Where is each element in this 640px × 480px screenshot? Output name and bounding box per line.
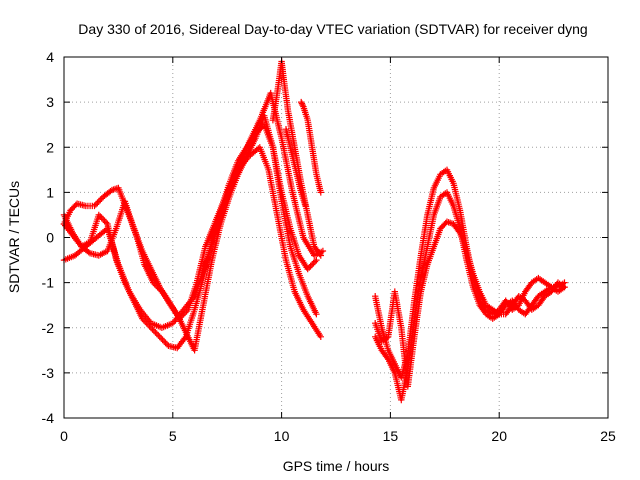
- series-spike-2: [298, 98, 324, 196]
- grid: [64, 57, 608, 418]
- y-tick-label: -2: [42, 320, 55, 336]
- y-tick-label: -4: [42, 410, 55, 426]
- y-tick-label: 1: [46, 184, 54, 200]
- y-axis-label: SDTVAR / TECUs: [6, 181, 22, 293]
- axis-ticks: [63, 56, 609, 419]
- y-tick-labels: -4 -3 -2 -1 0 1 2 3 4: [42, 49, 55, 426]
- plus-marker-trace: [372, 189, 568, 404]
- x-tick-label: 0: [60, 428, 68, 444]
- x-axis-label: GPS time / hours: [283, 458, 390, 474]
- x-tick-label: 25: [600, 428, 616, 444]
- plus-marker-trace: [60, 144, 324, 340]
- series-track-g: [372, 218, 568, 390]
- x-tick-label: 15: [383, 428, 399, 444]
- series-track-a: [60, 144, 324, 340]
- x-tick-label: 5: [169, 428, 177, 444]
- y-tick-label: 2: [46, 139, 54, 155]
- x-tick-label: 10: [274, 428, 290, 444]
- plus-marker-trace: [372, 218, 568, 390]
- y-tick-label: -3: [42, 365, 55, 381]
- data-marks: [60, 58, 568, 404]
- series-spike-3: [282, 126, 309, 210]
- chart-title: Day 330 of 2016, Sidereal Day-to-day VTE…: [78, 21, 587, 37]
- plus-marker-trace: [298, 98, 324, 196]
- y-tick-label: 0: [46, 230, 54, 246]
- series-track-f: [372, 189, 568, 404]
- y-tick-label: 4: [46, 49, 54, 65]
- x-tick-labels: 0 5 10 15 20 25: [60, 428, 616, 444]
- y-tick-label: 3: [46, 94, 54, 110]
- y-tick-label: -1: [42, 275, 55, 291]
- x-tick-label: 20: [491, 428, 507, 444]
- plus-marker-trace: [282, 126, 309, 210]
